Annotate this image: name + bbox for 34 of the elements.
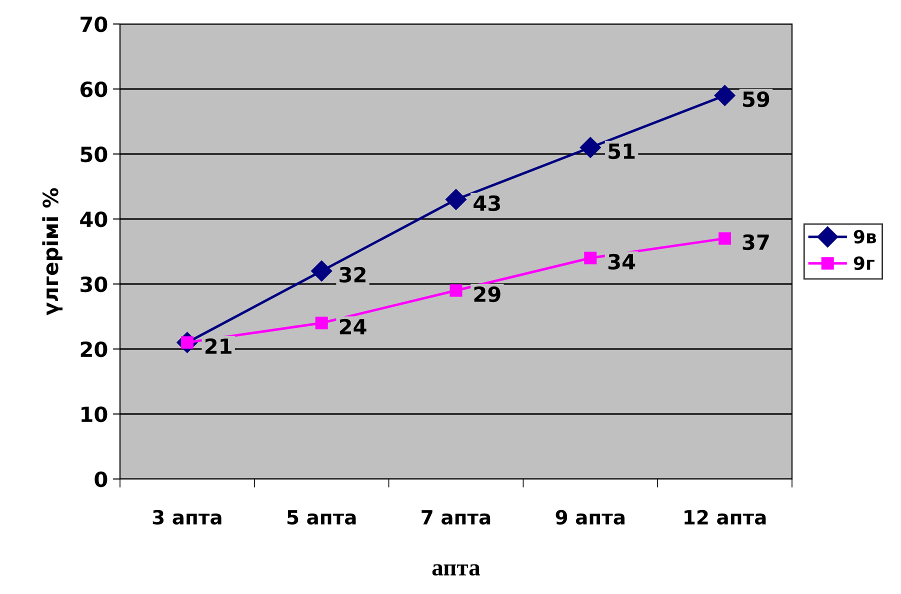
data-label: 21 [206,338,232,354]
x-tick-label: 7 апта [422,510,490,525]
y-tick-label: 60 [80,81,108,98]
legend-label: 9г [854,256,874,270]
data-label: 51 [608,144,635,160]
x-tick-label: 5 апта [287,510,356,525]
point [714,84,736,106]
y-tick-label: 50 [80,146,108,162]
point [315,316,328,330]
y-tick-label: 30 [80,276,108,292]
point [718,232,732,245]
y-tick-label: 40 [80,211,108,228]
point [450,284,462,297]
data-label: 34 [608,254,636,270]
data-label: 59 [743,91,770,108]
data-label: 43 [474,195,500,212]
y-tick-label: 20 [80,341,108,358]
y-tick-label: 10 [82,406,108,422]
x-tick-label: 9 апта [556,510,624,525]
x-tick-label: 3 апта [152,510,222,525]
point [311,260,332,282]
point [445,188,467,210]
point [584,252,597,264]
x-tick-label: 12 апта [684,510,766,525]
y-axis-title: үлгерімі % [42,188,63,316]
x-axis-title: апта [432,564,480,576]
legend-label: 9в [854,230,876,244]
y-tick-label: 0 [94,471,108,488]
data-label: 32 [340,266,366,283]
data-label: 29 [474,286,500,302]
data-label: 24 [340,318,366,334]
y-tick-label: 70 [80,16,108,32]
point [580,136,601,158]
data-label: 37 [742,234,769,250]
